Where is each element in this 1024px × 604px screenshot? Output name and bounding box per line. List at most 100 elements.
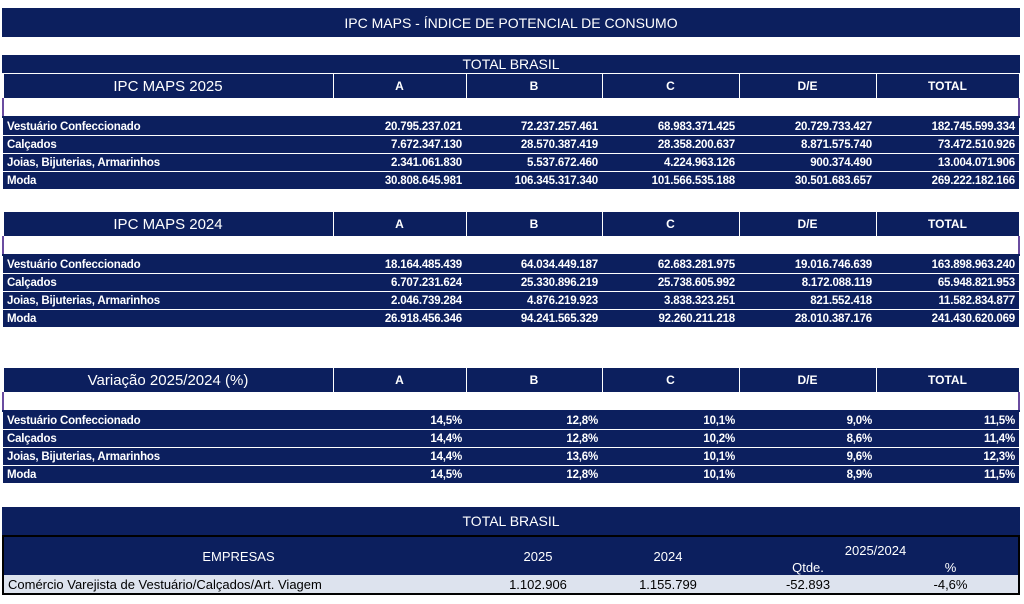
cell-value: 10,2%: [602, 429, 739, 448]
table-label: IPC MAPS 2025: [2, 73, 334, 99]
cell-value: 269.222.182.166: [876, 171, 1019, 190]
cell-value: 18.164.485.439: [333, 255, 466, 274]
cell-value: 12,3%: [876, 447, 1019, 466]
cell-value: 11,5%: [876, 465, 1019, 484]
cell-value: 900.374.490: [739, 153, 876, 172]
page-title: IPC MAPS - ÍNDICE DE POTENCIAL DE CONSUM…: [2, 8, 1020, 37]
table-row: Vestuário Confeccionado 14,5% 12,8% 10,1% 9,…: [3, 411, 1019, 430]
row-label: Joias, Bijuterias, Armarinhos: [3, 153, 333, 172]
cell-value: 2.341.061.830: [333, 153, 466, 172]
table-row: Calçados 6.707.231.624 25.330.896.219 25.73…: [3, 273, 1019, 292]
cell-value: 4.224.963.126: [602, 153, 739, 172]
pct-header: %: [944, 559, 957, 575]
cell-value: 241.430.620.069: [876, 309, 1019, 328]
cell-value: 10,1%: [602, 465, 739, 484]
cell-value: 68.983.371.425: [602, 117, 739, 136]
cell-value: 9,0%: [739, 411, 876, 430]
empresas-row-label: Comércio Varejista de Vestuário/Calçados…: [8, 576, 322, 592]
column-header: D/E: [738, 367, 877, 393]
column-header: TOTAL: [875, 73, 1020, 99]
empresas-header: EMPRESAS: [202, 548, 275, 564]
cell-value: 10,1%: [602, 411, 739, 430]
table-row: Joias, Bijuterias, Armarinhos 2.046.739.2…: [3, 291, 1019, 310]
cell-value: 14,4%: [333, 429, 466, 448]
section-title: TOTAL BRASIL: [2, 55, 1020, 73]
row-label: Vestuário Confeccionado: [3, 117, 333, 136]
table-row: Vestuário Confeccionado 20.795.237.021 72.…: [3, 117, 1019, 136]
cell-value: 20.729.733.427: [739, 117, 876, 136]
cell-value: 2.046.739.284: [333, 291, 466, 310]
column-header: D/E: [738, 211, 877, 237]
cell-value: 8,9%: [739, 465, 876, 484]
cell-value: 10,1%: [602, 447, 739, 466]
cell-value: 30.808.645.981: [333, 171, 466, 190]
column-header: A: [332, 211, 467, 237]
cell-value: 72.237.257.461: [466, 117, 602, 136]
cell-value: 9,6%: [739, 447, 876, 466]
empresas-section-title-text: TOTAL BRASIL: [462, 513, 560, 529]
cell-value: 163.898.963.240: [876, 255, 1019, 274]
ipc-table: IPC MAPS 2024 A B C D/E TOTAL Vestuário Confec…: [2, 211, 1020, 328]
spacer-row: [2, 392, 1020, 412]
table-row: Joias, Bijuterias, Armarinhos 14,4% 13,6% 1…: [3, 447, 1019, 466]
cell-value: 25.330.896.219: [466, 273, 602, 292]
year-2025-header: 2025: [523, 548, 553, 564]
cell-value: 12,8%: [466, 429, 602, 448]
cell-value: 25.738.605.992: [602, 273, 739, 292]
row-label: Calçados: [3, 429, 333, 448]
spacer-row: [2, 236, 1020, 256]
cell-value: 13,6%: [466, 447, 602, 466]
cell-value: 14,5%: [333, 411, 466, 430]
cell-value: 6.707.231.624: [333, 273, 466, 292]
table-row: Moda 30.808.645.981 106.345.317.340 101.566…: [3, 171, 1019, 190]
cell-value: 5.537.672.460: [466, 153, 602, 172]
cell-value: 14,5%: [333, 465, 466, 484]
cell-value: 20.795.237.021: [333, 117, 466, 136]
spacer-row: [2, 98, 1020, 118]
column-header: B: [465, 367, 603, 393]
cell-value: 62.683.281.975: [602, 255, 739, 274]
cell-value: 101.566.535.188: [602, 171, 739, 190]
row-label: Moda: [3, 465, 333, 484]
table-row: Vestuário Confeccionado 18.164.485.439 64.…: [3, 255, 1019, 274]
column-header: D/E: [738, 73, 877, 99]
table-row: Joias, Bijuterias, Armarinhos 2.341.061.8…: [3, 153, 1019, 172]
cell-value: 28.570.387.419: [466, 135, 602, 154]
cell-value: 30.501.683.657: [739, 171, 876, 190]
empresas-pct: -4,6%: [933, 576, 968, 592]
table-label: Variação 2025/2024 (%): [2, 367, 334, 393]
column-header: TOTAL: [875, 367, 1020, 393]
ipc-table: IPC MAPS 2025 A B C D/E TOTAL Vestuário Confec…: [2, 73, 1020, 190]
cell-value: 4.876.219.923: [466, 291, 602, 310]
column-header: C: [601, 367, 740, 393]
cell-value: 8.172.088.119: [739, 273, 876, 292]
empresas-section-title: TOTAL BRASIL: [2, 507, 1020, 535]
empresas-table: EMPRESAS 2025 2024 2025/2024 Qtde. % Com…: [2, 535, 1020, 595]
column-header: A: [332, 73, 467, 99]
table-row: Calçados 7.672.347.130 28.570.387.419 28.35…: [3, 135, 1019, 154]
row-label: Moda: [3, 309, 333, 328]
cell-value: 19.016.746.639: [739, 255, 876, 274]
cell-value: 65.948.821.953: [876, 273, 1019, 292]
cell-value: 64.034.449.187: [466, 255, 602, 274]
cell-value: 11.582.834.877: [876, 291, 1019, 310]
empresas-qtde: -52.893: [785, 576, 831, 592]
row-label: Calçados: [3, 273, 333, 292]
empresas-2024: 1.155.799: [639, 576, 697, 592]
row-label: Joias, Bijuterias, Armarinhos: [3, 447, 333, 466]
cell-value: 106.345.317.340: [466, 171, 602, 190]
column-header: TOTAL: [875, 211, 1020, 237]
variation-header: 2025/2024: [844, 542, 907, 558]
cell-value: 182.745.599.334: [876, 117, 1019, 136]
cell-value: 11,5%: [876, 411, 1019, 430]
cell-value: 13.004.071.906: [876, 153, 1019, 172]
cell-value: 8,6%: [739, 429, 876, 448]
page-title-text: IPC MAPS - ÍNDICE DE POTENCIAL DE CONSUM…: [344, 14, 678, 31]
ipc-table: Variação 2025/2024 (%) A B C D/E TOTAL Vestuár…: [2, 367, 1020, 484]
cell-value: 821.552.418: [739, 291, 876, 310]
cell-value: 7.672.347.130: [333, 135, 466, 154]
table-row: Moda 26.918.456.346 94.241.565.329 92.260.2…: [3, 309, 1019, 328]
cell-value: 28.358.200.637: [602, 135, 739, 154]
row-label: Moda: [3, 171, 333, 190]
table-label: IPC MAPS 2024: [2, 211, 334, 237]
